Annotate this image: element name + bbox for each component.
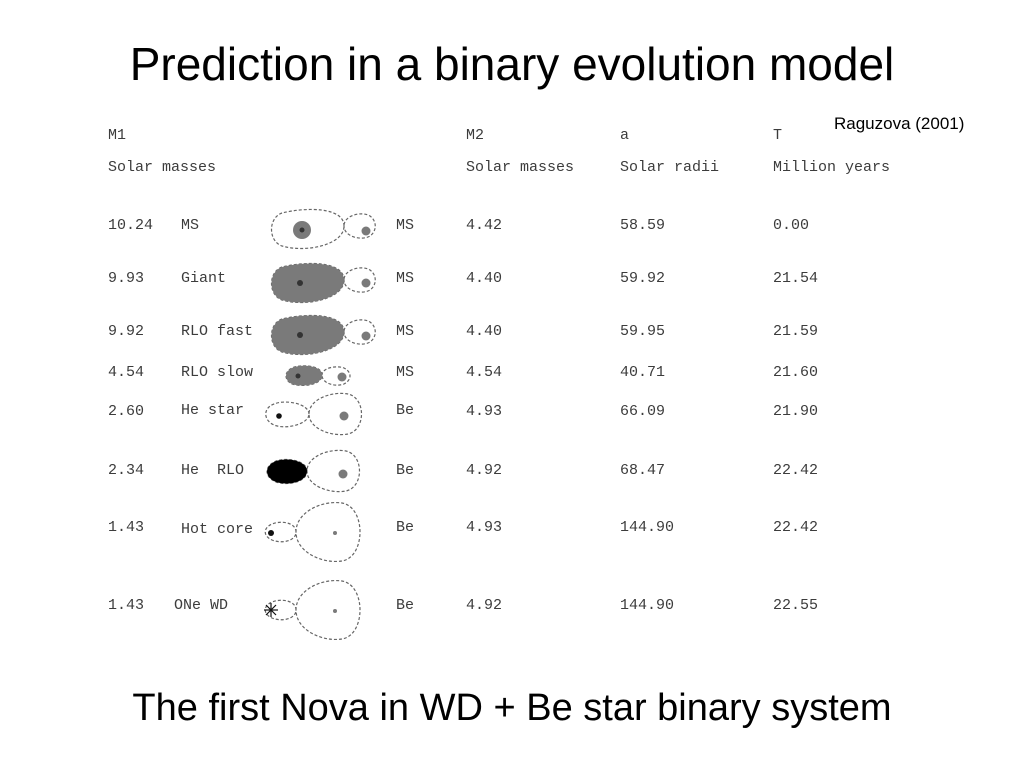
header-t-unit: Million years <box>773 159 891 176</box>
row-m1: 2.34 <box>108 462 145 479</box>
row-m2: 4.92 <box>466 462 503 479</box>
secondary-star <box>339 411 349 421</box>
primary-star <box>267 459 307 484</box>
row-a: 58.59 <box>620 217 666 234</box>
row-m1: 2.60 <box>108 403 145 420</box>
slide-caption: The first Nova in WD + Be star binary sy… <box>132 687 892 729</box>
header-m2-unit: Solar masses <box>466 159 575 176</box>
secondary-star <box>337 372 347 382</box>
row-stage: MS <box>181 217 200 234</box>
white-dwarf-star <box>264 603 278 617</box>
row-t: 0.00 <box>773 217 810 234</box>
primary-core-dot <box>295 373 301 379</box>
primary-core-dot <box>297 280 303 286</box>
row-m2: 4.40 <box>466 323 503 340</box>
row-stage: RLO fast <box>181 323 254 340</box>
header-a-unit: Solar radii <box>620 159 720 176</box>
secondary-star <box>333 531 337 535</box>
row-m1: 9.92 <box>108 323 145 340</box>
primary-core-dot <box>299 227 305 233</box>
citation: Raguzova (2001) <box>834 114 965 133</box>
row-t: 22.42 <box>773 519 819 536</box>
row-stage: RLO slow <box>181 364 254 381</box>
header-m2: M2 <box>466 127 485 144</box>
row-m1: 10.24 <box>108 217 154 234</box>
row-companion: Be <box>396 519 415 536</box>
slide-title: Prediction in a binary evolution model <box>129 38 895 90</box>
binary-evolution-table: M1 M2 a T Solar masses Solar masses Sola… <box>100 118 940 658</box>
row-a: 40.71 <box>620 364 666 381</box>
secondary-star <box>361 331 371 341</box>
row-stage: ONe WD <box>174 597 229 614</box>
row-t: 22.42 <box>773 462 819 479</box>
primary-star <box>286 365 322 386</box>
row-t: 22.55 <box>773 597 819 614</box>
row-m1: 1.43 <box>108 597 145 614</box>
row-t: 21.90 <box>773 403 819 420</box>
row-m1: 1.43 <box>108 519 145 536</box>
primary-star <box>276 413 282 419</box>
roche-lobe-outline <box>264 501 361 563</box>
roche-lobe-outline <box>264 579 361 641</box>
row-m2: 4.93 <box>466 403 503 420</box>
row-a: 66.09 <box>620 403 666 420</box>
row-a: 144.90 <box>620 519 675 536</box>
row-companion: MS <box>396 323 415 340</box>
row-stage: Giant <box>181 270 227 287</box>
row-t: 21.59 <box>773 323 819 340</box>
row-a: 68.47 <box>620 462 666 479</box>
row-stage: He RLO <box>181 462 245 479</box>
header-m1-unit: Solar masses <box>108 159 217 176</box>
row-a: 59.92 <box>620 270 666 287</box>
secondary-star <box>333 609 337 613</box>
roche-lobe-outline <box>265 392 362 436</box>
row-m2: 4.40 <box>466 270 503 287</box>
row-companion: MS <box>396 217 415 234</box>
primary-star <box>271 263 344 303</box>
row-companion: Be <box>396 462 415 479</box>
row-companion: MS <box>396 364 415 381</box>
row-stage: Hot core <box>181 521 254 538</box>
row-companion: Be <box>396 402 415 419</box>
secondary-star <box>361 278 371 288</box>
row-a: 144.90 <box>620 597 675 614</box>
row-companion: MS <box>396 270 415 287</box>
row-m1: 9.93 <box>108 270 145 287</box>
row-m1: 4.54 <box>108 364 145 381</box>
row-m2: 4.42 <box>466 217 503 234</box>
row-m2: 4.92 <box>466 597 503 614</box>
row-stage: He star <box>181 402 245 419</box>
row-companion: Be <box>396 597 415 614</box>
row-a: 59.95 <box>620 323 666 340</box>
row-m2: 4.93 <box>466 519 503 536</box>
primary-star <box>268 530 274 536</box>
secondary-star <box>361 226 371 236</box>
header-a: a <box>620 127 630 144</box>
row-m2: 4.54 <box>466 364 503 381</box>
secondary-star <box>338 469 348 479</box>
row-t: 21.54 <box>773 270 819 287</box>
row-t: 21.60 <box>773 364 819 381</box>
primary-core-dot <box>297 332 303 338</box>
header-t: T <box>773 127 783 144</box>
primary-star <box>271 315 344 355</box>
header-m1: M1 <box>108 127 127 144</box>
roche-lobe-outline <box>270 208 376 250</box>
roche-lobe-diagrams <box>264 208 376 641</box>
